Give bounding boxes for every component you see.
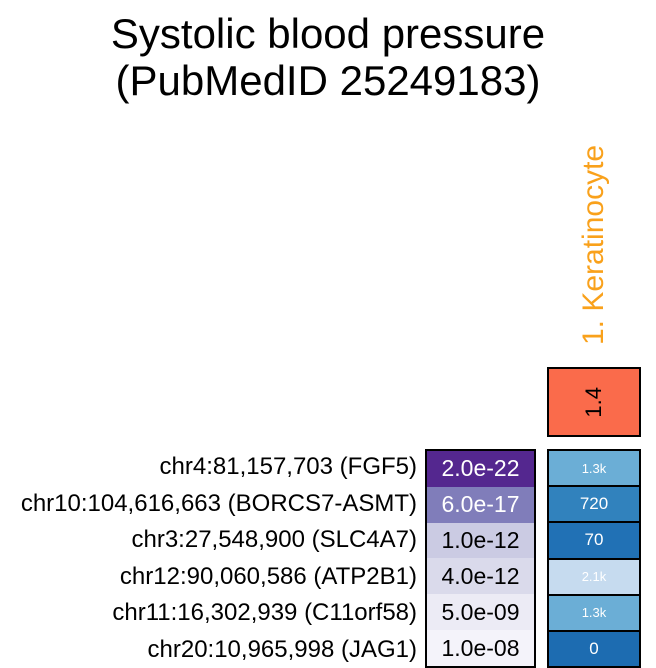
row-label-atp2b1: chr12:90,060,586 (ATP2B1) <box>119 562 417 590</box>
pvalue-cell: 1.0e-08 <box>427 630 534 666</box>
value-cell: 1.3k <box>549 451 639 488</box>
pvalue-cell: 1.0e-12 <box>427 522 534 559</box>
value-cell: 1.3k <box>549 595 639 632</box>
value-heatmap-column: 1.3k 720 70 2.1k 1.3k 0 <box>547 449 641 668</box>
row-label-c11orf58: chr11:16,302,939 (C11orf58) <box>112 599 417 627</box>
row-label-borcs7-asmt: chr10:104,616,663 (BORCS7-ASMT) <box>20 489 417 517</box>
pvalue-cell: 4.0e-12 <box>427 558 534 595</box>
row-label-fgf5: chr4:81,157,703 (FGF5) <box>159 453 417 481</box>
chart-title: Systolic blood pressure (PubMedID 252491… <box>0 10 656 104</box>
row-label-jag1: chr20:10,965,998 (JAG1) <box>147 635 418 663</box>
pvalue-cell: 2.0e-22 <box>427 451 534 487</box>
chart-title-line1: Systolic blood pressure <box>110 10 546 57</box>
chart-title-line2: (PubMedID 25249183) <box>115 57 541 105</box>
row-label-slc4a7: chr3:27,548,900 (SLC4A7) <box>131 526 417 554</box>
pvalue-cell: 5.0e-09 <box>427 594 534 631</box>
value-cell: 720 <box>549 487 639 524</box>
value-cell: 70 <box>549 523 639 560</box>
value-cell: 0 <box>549 631 639 667</box>
pvalue-heatmap-column: 2.0e-22 6.0e-17 1.0e-12 4.0e-12 5.0e-09 … <box>425 449 536 668</box>
value-cell: 2.1k <box>549 559 639 596</box>
column-score-value: 1.4 <box>581 386 606 418</box>
row-labels-column: chr4:81,157,703 (FGF5) chr10:104,616,663… <box>0 449 417 668</box>
pvalue-cell: 6.0e-17 <box>427 486 534 523</box>
column-header-label: 1. Keratinocyte <box>577 144 610 346</box>
column-score-cell: 1.4 <box>547 367 641 437</box>
